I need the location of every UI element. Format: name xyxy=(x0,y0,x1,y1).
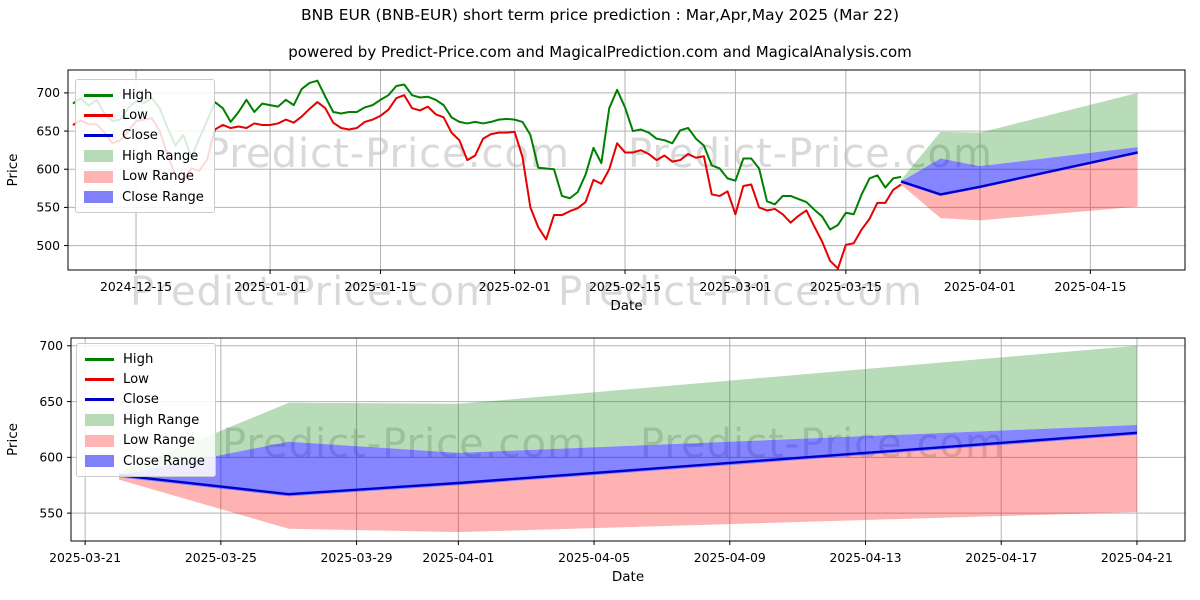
x-tick-label: 2025-04-09 xyxy=(694,550,766,565)
y-tick-label: 550 xyxy=(39,505,63,520)
plot-border xyxy=(70,337,1186,542)
legend-label: High Range xyxy=(122,148,199,164)
legend-swatch-high-range xyxy=(84,150,113,163)
y-tick-label: 550 xyxy=(36,200,60,215)
legend-label: Close Range xyxy=(123,453,205,469)
x-tick-label: 2025-04-21 xyxy=(1101,550,1173,565)
legend-swatch-close xyxy=(85,398,114,402)
figure-title: BNB EUR (BNB-EUR) short term price predi… xyxy=(300,6,900,24)
legend-label: Close xyxy=(123,392,159,408)
high-range-band xyxy=(901,92,1138,182)
legend-label: Low Range xyxy=(122,169,194,185)
low-range-band xyxy=(119,435,1137,533)
x-tick-label: 2025-01-01 xyxy=(234,279,306,294)
legend-item-low: Low xyxy=(84,105,208,125)
close-forecast-line xyxy=(118,431,1138,496)
legend-swatch-high-range xyxy=(85,414,114,427)
x-axis-label: Date xyxy=(610,298,642,314)
x-axis-label: Date xyxy=(612,569,644,585)
x-tick-label: 2025-02-15 xyxy=(589,279,661,294)
x-tick-label: 2025-02-01 xyxy=(479,279,551,294)
legend-swatch-high xyxy=(84,93,113,97)
x-tick-label: 2025-04-13 xyxy=(829,550,901,565)
y-tick-label: 600 xyxy=(36,162,60,177)
x-tick-label: 2025-04-01 xyxy=(422,550,494,565)
close-forecast-line xyxy=(900,151,1138,196)
legend-swatch-high xyxy=(85,357,114,361)
legend-label: Close Range xyxy=(122,189,204,205)
watermark: Predict-Price.com xyxy=(205,131,570,177)
legend-item-high-range: High Range xyxy=(85,410,209,430)
legend-item-low-range: Low Range xyxy=(85,431,209,451)
x-tick-label: 2025-04-17 xyxy=(965,550,1037,565)
legend-swatch-low xyxy=(85,378,114,382)
bottom-chart-legend: High Low Close High Range Low Range Close Ran… xyxy=(76,343,216,478)
x-tick-label: 2025-04-01 xyxy=(944,279,1016,294)
legend-swatch-low-range xyxy=(85,434,114,447)
legend-label: High xyxy=(122,87,153,103)
y-tick-label: 500 xyxy=(36,238,60,253)
legend-swatch-close-range xyxy=(84,191,113,204)
x-tick-label: 2025-01-15 xyxy=(345,279,417,294)
x-tick-label: 2025-03-21 xyxy=(49,550,121,565)
legend-label: High Range xyxy=(123,412,200,428)
legend-item-close: Close xyxy=(84,126,208,146)
x-tick-label: 2025-03-29 xyxy=(321,550,393,565)
x-tick-label: 2025-04-15 xyxy=(1054,279,1126,294)
legend-swatch-close xyxy=(84,134,113,138)
watermark: Predict-Price.com xyxy=(130,269,495,315)
plot-border xyxy=(67,69,1186,271)
close-range-band xyxy=(901,147,1138,196)
legend-item-high-range: High Range xyxy=(84,146,208,166)
legend-label: Low xyxy=(122,108,148,124)
high-range-band xyxy=(119,345,1137,476)
watermark: Predict-Price.com xyxy=(558,269,923,315)
x-tick-label: 2025-03-01 xyxy=(699,279,771,294)
y-axis-label: Price xyxy=(5,154,21,187)
y-tick-label: 650 xyxy=(36,123,60,138)
legend-label: Low Range xyxy=(123,433,195,449)
x-tick-label: 2025-03-15 xyxy=(810,279,882,294)
y-tick-label: 600 xyxy=(39,450,63,465)
legend-label: Low xyxy=(123,372,149,388)
legend-swatch-low-range xyxy=(84,170,113,183)
x-tick-label: 2025-03-25 xyxy=(185,550,257,565)
legend-item-low: Low xyxy=(85,369,209,389)
legend-item-close-range: Close Range xyxy=(84,187,208,207)
x-tick-label: 2025-04-05 xyxy=(558,550,630,565)
legend-item-close: Close xyxy=(85,390,209,410)
x-tick-label: 2024-12-15 xyxy=(100,279,172,294)
legend-label: High xyxy=(123,351,154,367)
legend-swatch-low xyxy=(84,114,113,118)
chart-subtitle: powered by Predict-Price.com and Magical… xyxy=(288,43,912,61)
legend-label: Close xyxy=(122,128,158,144)
low-range-band xyxy=(901,153,1138,221)
legend-item-low-range: Low Range xyxy=(84,167,208,187)
legend-item-high: High xyxy=(84,85,208,105)
top-chart-legend: High Low Close High Range Low Range Close Ran… xyxy=(75,79,215,214)
legend-item-close-range: Close Range xyxy=(85,451,209,471)
legend-item-high: High xyxy=(85,349,209,369)
legend-swatch-close-range xyxy=(85,455,114,468)
y-tick-label: 700 xyxy=(39,338,63,353)
y-tick-label: 700 xyxy=(36,85,60,100)
y-tick-label: 650 xyxy=(39,394,63,409)
close-range-band xyxy=(119,425,1137,497)
y-axis-label: Price xyxy=(5,423,21,456)
